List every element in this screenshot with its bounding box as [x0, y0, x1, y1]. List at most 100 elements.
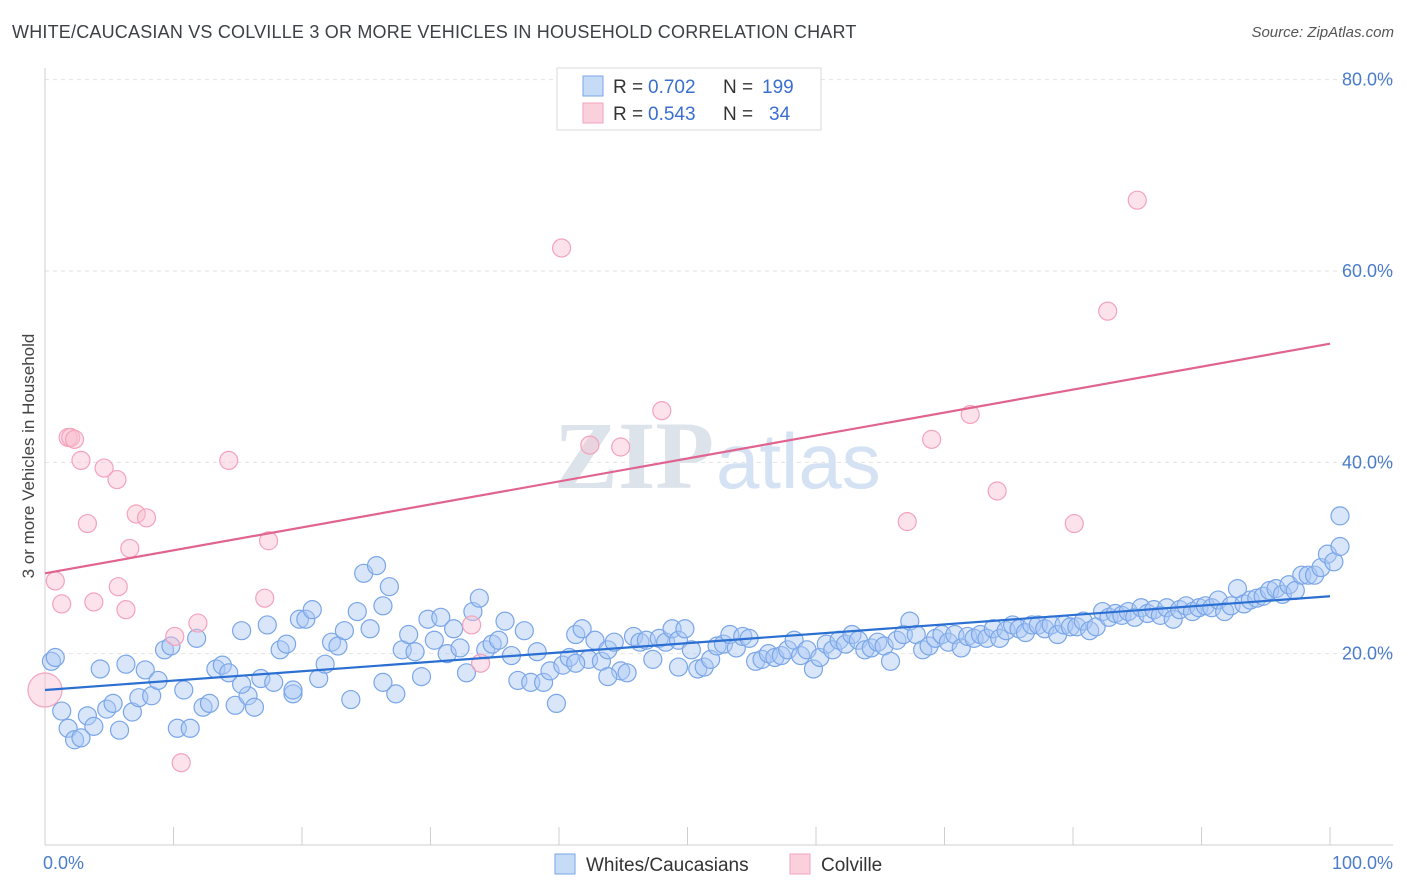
colville-point [171, 753, 191, 773]
colville-point [219, 450, 239, 471]
whites-point [1150, 605, 1170, 625]
legend-r-label-0: R = [613, 77, 643, 98]
colville-point [1064, 513, 1084, 534]
whites-point [180, 718, 200, 738]
trend-line-whites [44, 595, 1331, 692]
whites-point [424, 630, 444, 650]
whites-point [238, 686, 258, 706]
series-colville-points [27, 190, 1147, 773]
chart-title: WHITE/CAUCASIAN VS COLVILLE 3 OR MORE VE… [12, 22, 857, 42]
colville-point [188, 613, 208, 633]
y-tick-labels: 20.0% 40.0% 60.0% 80.0% [1342, 70, 1393, 664]
whites-point [174, 680, 194, 700]
y-axis-label: 3 or more Vehicles in Household [19, 334, 38, 579]
whites-point [373, 596, 393, 616]
zipatlas-watermark: ZIP atlas [554, 402, 881, 509]
whites-point [456, 663, 477, 683]
whites-point [469, 588, 489, 608]
whites-point [1330, 536, 1350, 557]
whites-point [803, 659, 824, 679]
whites-point [244, 697, 265, 717]
legend-n-label-1: N = [723, 104, 753, 125]
colville-point [255, 588, 275, 608]
colville-point [922, 429, 942, 449]
whites-point [347, 601, 367, 622]
whites-point [187, 628, 207, 648]
whites-point [668, 657, 689, 677]
whites-point [1125, 607, 1145, 627]
whites-point [405, 642, 425, 662]
whites-point [1202, 598, 1222, 618]
whites-point [334, 621, 355, 641]
colville-point [94, 458, 114, 478]
legend-r-label-1: R = [613, 104, 643, 125]
whites-point [675, 619, 695, 639]
watermark-atlas: atlas [716, 417, 881, 505]
whites-point [399, 624, 419, 645]
whites-point [276, 634, 297, 654]
colville-point [580, 435, 600, 455]
colville-point [551, 238, 572, 258]
whites-point [1163, 609, 1183, 629]
whites-point [495, 611, 515, 631]
legend-n-value-0: 199 [762, 77, 794, 98]
colville-point [52, 594, 72, 614]
whites-point [643, 649, 663, 669]
colville-point [960, 404, 980, 425]
bottom-legend-label-colville: Colville [821, 855, 882, 876]
whites-point [58, 718, 78, 738]
colville-point [462, 615, 482, 635]
whites-point [283, 680, 303, 700]
whites-point [199, 693, 220, 714]
colville-point [652, 401, 672, 421]
y-tick-label-0: 20.0% [1342, 644, 1393, 664]
colville-point [71, 450, 91, 471]
whites-point [411, 667, 432, 687]
whites-point [431, 607, 451, 627]
watermark-zip: ZIP [554, 402, 714, 509]
colville-point [45, 571, 65, 591]
colville-point [165, 626, 185, 647]
colville-point [136, 508, 157, 528]
y-tick-label-3: 80.0% [1342, 70, 1393, 90]
whites-point [598, 667, 618, 687]
whites-point [835, 634, 856, 654]
whites-point [232, 674, 252, 694]
whites-point [289, 609, 310, 629]
colville-point [64, 429, 85, 449]
whites-point [604, 632, 624, 652]
whites-point [103, 693, 123, 714]
whites-point [617, 663, 637, 683]
whites-point [444, 619, 464, 639]
whites-point [1022, 615, 1042, 635]
whites-point [379, 577, 399, 597]
correlation-legend: R = 0.702 N = 199 R = 0.543 N = 34 [556, 67, 822, 131]
whites-point [366, 556, 387, 576]
bottom-legend-swatch-colville [789, 853, 811, 875]
whites-point [116, 654, 136, 674]
trend-line-colville [44, 342, 1331, 575]
whites-point [1330, 506, 1350, 526]
whites-point [296, 609, 316, 629]
colville-point [1098, 301, 1118, 321]
legend-r-value-0: 0.702 [648, 77, 696, 98]
colville-point [126, 504, 146, 524]
whites-point [990, 628, 1010, 648]
legend-swatch-whites [582, 75, 604, 97]
whites-point [546, 693, 567, 714]
whites-point [1304, 565, 1325, 585]
whites-point [77, 706, 98, 726]
whites-point [527, 642, 547, 662]
whites-point [572, 619, 592, 639]
legend-r-value-1: 0.543 [648, 104, 696, 125]
whites-point [257, 615, 277, 635]
whites-point [694, 657, 714, 677]
x-tick-labels: 0.0% 100.0% [43, 853, 1393, 873]
whites-point [84, 716, 104, 736]
whites-point [386, 684, 406, 704]
whites-point [360, 619, 380, 639]
bottom-legend-label-whites: Whites/Caucasians [586, 855, 749, 876]
series-whites-points [41, 506, 1350, 750]
whites-point [122, 702, 142, 722]
x-tick-label-1: 100.0% [1332, 853, 1393, 873]
